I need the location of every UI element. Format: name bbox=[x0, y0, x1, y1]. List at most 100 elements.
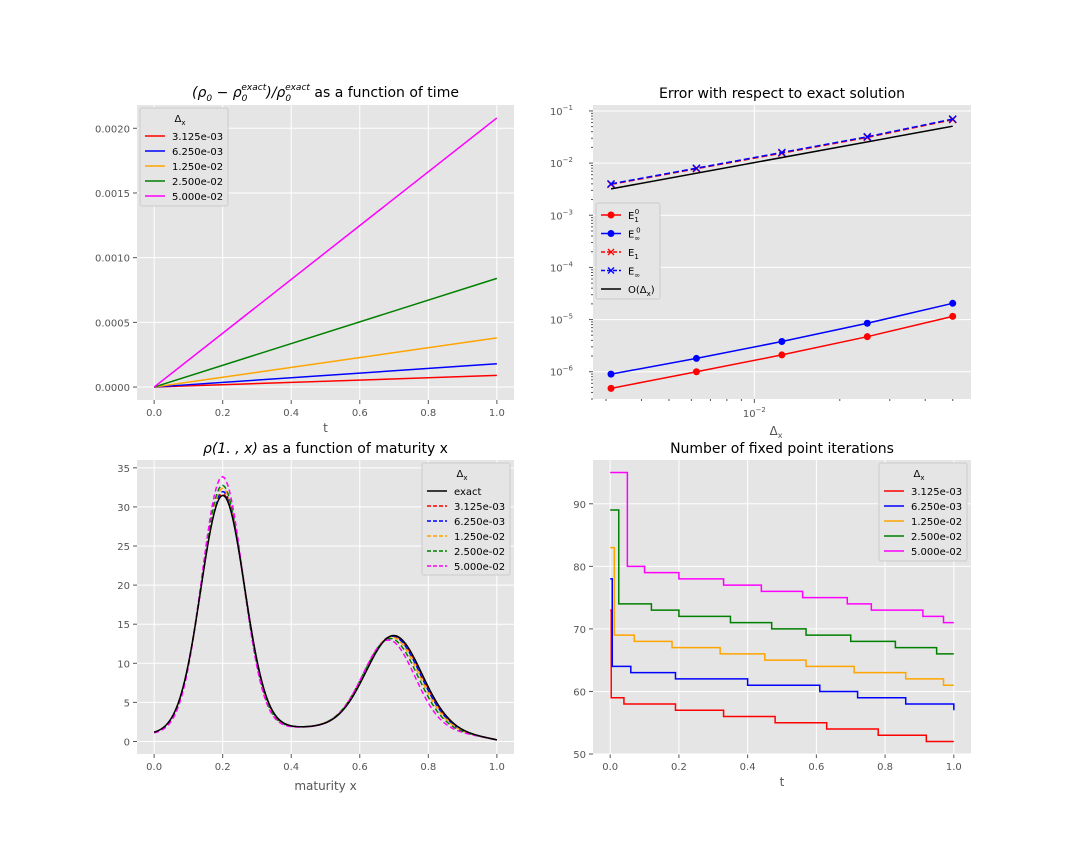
data-point bbox=[607, 384, 615, 392]
data-point-stroke bbox=[948, 115, 957, 123]
legend-label: 2.500e-02 bbox=[454, 547, 505, 558]
data-point-stroke bbox=[692, 164, 701, 173]
data-point bbox=[778, 337, 786, 345]
data-point-stroke bbox=[607, 179, 615, 188]
x-tick-label: 0.2 bbox=[671, 762, 687, 773]
y-tick-label: 0 bbox=[124, 737, 130, 748]
legend-label: 5.000e-02 bbox=[911, 547, 962, 558]
chart-title: Number of fixed point iterations bbox=[670, 441, 894, 457]
series-line-exact bbox=[153, 494, 498, 741]
legend-label: 1.250e-02 bbox=[454, 532, 505, 543]
legend-marker-stroke bbox=[607, 248, 615, 256]
legend-title: Δx bbox=[914, 469, 925, 482]
data-point bbox=[863, 132, 872, 141]
x-tick-label: 0.0 bbox=[602, 762, 618, 773]
legend-label: E10 bbox=[628, 208, 639, 224]
x-tick-label: 1.0 bbox=[489, 408, 505, 419]
panel-error-vs-exact: 10−6 10−5 10−4 10−3 10−2 10−1 10−2 Error with r… bbox=[550, 86, 971, 440]
legend-label: 5.000e-02 bbox=[454, 562, 505, 573]
legend-marker-stroke bbox=[607, 267, 615, 274]
legend-label: 6.250e-03 bbox=[454, 517, 505, 528]
legend-label: 5.000e-02 bbox=[172, 192, 223, 203]
data-point bbox=[948, 115, 957, 123]
series-line-3.125e-03 bbox=[154, 374, 497, 388]
legend-label: E1 bbox=[628, 248, 639, 261]
y-tick-label: 90 bbox=[573, 500, 586, 511]
x-axis-label: t bbox=[780, 775, 785, 789]
panel-fixed-point-iterations: 0.0 0.2 0.4 0.6 0.8 1.0 50 60 70 80 90 Number of fi… bbox=[573, 441, 971, 789]
y-tick-label: 50 bbox=[573, 750, 586, 761]
x-tick-label: 1.0 bbox=[946, 762, 962, 773]
data-point bbox=[949, 312, 957, 320]
legend-frame bbox=[595, 202, 661, 300]
series-line-5.000e-02 bbox=[153, 117, 498, 388]
x-tick-label: 1.0 bbox=[489, 762, 505, 773]
y-tick-label: 30 bbox=[117, 503, 130, 514]
y-tick-label: 5 bbox=[124, 698, 130, 709]
legend-marker bbox=[607, 230, 615, 237]
data-point bbox=[949, 299, 957, 307]
y-tick-label: 10−6 bbox=[550, 365, 574, 379]
legend-label: 3.125e-03 bbox=[172, 132, 223, 143]
panel-relative-rho-error: 0.0 0.2 0.4 0.6 0.8 1.0 0.0000 0.0005 0.0010 0.00… bbox=[95, 83, 514, 435]
data-point-stroke bbox=[863, 132, 872, 141]
x-tick-label: 10−2 bbox=[743, 406, 766, 420]
legend-label: E∞ bbox=[628, 267, 640, 280]
data-point bbox=[607, 370, 615, 378]
legend-label: 1.250e-02 bbox=[911, 517, 962, 528]
legend-marker bbox=[607, 267, 615, 274]
y-tick-label: 35 bbox=[117, 464, 130, 475]
x-tick-label: 0.8 bbox=[877, 762, 893, 773]
y-tick-label: 0.0015 bbox=[95, 189, 130, 200]
y-tick-label: 80 bbox=[573, 562, 586, 573]
series-line-6.250e-03 bbox=[153, 490, 498, 741]
panel-rho-vs-maturity: 0.0 0.2 0.4 0.6 0.8 1.0 0 5 10 15 20 25 30 35 ρ(1. , x… bbox=[117, 441, 514, 793]
y-tick-label: 10−4 bbox=[550, 260, 574, 274]
legend-marker bbox=[607, 211, 615, 219]
x-tick-label: 0.6 bbox=[808, 762, 824, 773]
x-tick-label: 0.4 bbox=[283, 408, 299, 419]
legend-label: 3.125e-03 bbox=[454, 502, 505, 513]
x-tick-label: 0.6 bbox=[352, 408, 368, 419]
legend-label: 1.250e-02 bbox=[172, 162, 223, 173]
data-point bbox=[607, 179, 615, 188]
data-point bbox=[863, 319, 871, 327]
y-tick-label: 10−2 bbox=[550, 156, 573, 170]
series-line-2.500e-02 bbox=[153, 277, 498, 388]
x-tick-label: 0.0 bbox=[146, 762, 162, 773]
y-tick-label: 10−3 bbox=[550, 208, 573, 222]
series-line-5.000e-02 bbox=[153, 475, 498, 741]
x-tick-label: 0.2 bbox=[215, 408, 231, 419]
legend-marker bbox=[607, 248, 615, 256]
data-point bbox=[863, 333, 871, 341]
y-tick-label: 0.0005 bbox=[95, 318, 130, 329]
y-tick-label: 10 bbox=[117, 659, 130, 670]
legend-title: Δx bbox=[175, 114, 186, 127]
y-tick-label: 10−5 bbox=[550, 313, 573, 327]
chart-title: ρ(1. , x) as a function of maturity x bbox=[203, 441, 448, 457]
legend-label: 2.500e-02 bbox=[172, 177, 223, 188]
chart-title: (ρ0 − ρ0exact)/ρ0exact as a function of … bbox=[192, 83, 459, 104]
data-point bbox=[692, 368, 700, 376]
series-line-6.250e-03 bbox=[610, 578, 955, 711]
series-line-6.250e-03 bbox=[154, 363, 497, 388]
series-line-1.250e-02 bbox=[154, 337, 497, 388]
y-tick-label: 70 bbox=[573, 625, 586, 636]
data-point bbox=[692, 354, 700, 362]
legend-label: 2.500e-02 bbox=[911, 532, 962, 543]
y-tick-label: 60 bbox=[573, 687, 586, 698]
data-point-stroke bbox=[777, 148, 786, 157]
y-tick-label: 0.0010 bbox=[95, 254, 130, 265]
x-tick-label: 0.2 bbox=[215, 762, 231, 773]
y-tick-label: 15 bbox=[117, 620, 130, 631]
x-tick-label: 0.4 bbox=[740, 762, 756, 773]
legend-label: E∞0 bbox=[628, 227, 641, 243]
series-line-5.000e-02 bbox=[610, 471, 954, 624]
y-tick-label: 10−1 bbox=[550, 104, 573, 118]
data-point bbox=[692, 164, 701, 173]
x-axis-label: t bbox=[323, 421, 328, 435]
y-tick-label: 0.0020 bbox=[95, 124, 130, 135]
series-line-2.500e-02 bbox=[610, 509, 954, 655]
y-tick-label: 20 bbox=[117, 581, 130, 592]
